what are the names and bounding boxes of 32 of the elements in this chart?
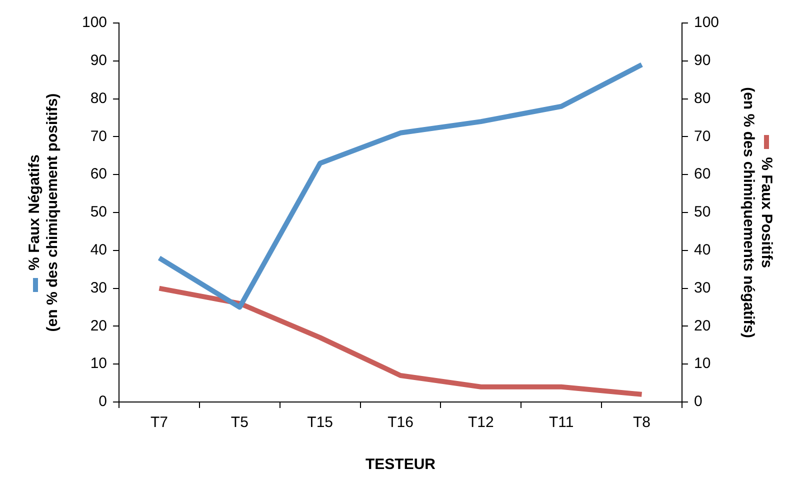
y2-tick-label: 90: [694, 52, 711, 70]
y2-tick-label: 0: [694, 393, 702, 410]
y-tick-label: 0: [98, 393, 108, 410]
y-tick-label: 60: [90, 166, 108, 183]
x-tick-label: T8: [633, 414, 651, 432]
x-tick-label: T7: [150, 414, 168, 432]
y-tick-label: 90: [90, 52, 108, 70]
y-axis-title: % Faux Négatifs (en % des chimiquement positifs): [26, 93, 62, 332]
y-tick-label: 10: [90, 355, 108, 372]
y-tick-label: 40: [90, 242, 108, 259]
x-axis-title: TESTEUR: [365, 456, 436, 474]
y-tick-label: 20: [90, 317, 108, 334]
y2-tick-label: 10: [694, 355, 711, 372]
y-tick-label: 50: [90, 204, 108, 221]
y-tick-label: 70: [90, 128, 108, 145]
y2-tick-label: 40: [694, 242, 711, 259]
y2-tick-label: 70: [694, 128, 711, 145]
x-tick-label: T16: [388, 414, 414, 432]
y2-tick-label: 50: [694, 204, 711, 221]
y2-axis-title: % Faux Positifs (en % des chimiquements négatifs): [740, 87, 775, 338]
y-tick-label: 80: [90, 90, 108, 107]
x-tick-label: T11: [548, 414, 574, 432]
y2-tick-label: 30: [694, 279, 711, 296]
y-tick-label: 30: [90, 279, 108, 296]
y2-tick-label: 20: [694, 317, 711, 334]
x-tick-label: T12: [468, 414, 494, 432]
x-tick-label: T5: [230, 414, 248, 432]
y2-tick-label: 80: [694, 90, 711, 107]
y2-tick-label: 60: [694, 166, 711, 183]
x-tick-label: T15: [307, 414, 334, 432]
y-tick-label: 100: [82, 14, 108, 32]
y2-tick-label: 100: [694, 14, 720, 32]
